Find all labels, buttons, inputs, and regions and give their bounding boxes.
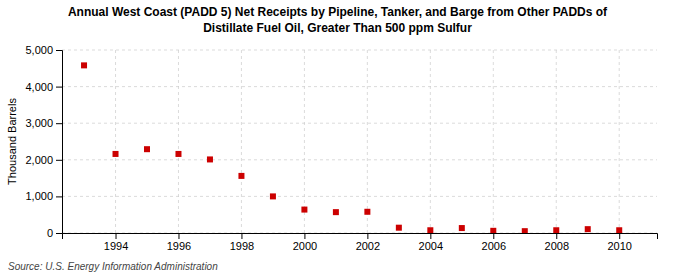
- x-tick: 1998: [230, 233, 254, 252]
- y-tick: 4,000: [25, 81, 62, 93]
- grid: [62, 50, 657, 233]
- x-grid-line: [493, 50, 494, 233]
- x-grid-line: [556, 50, 557, 233]
- point: [585, 226, 591, 232]
- y-tick-mark: [56, 233, 62, 234]
- x-tick-mark: [304, 233, 305, 239]
- x-tick-label: 2010: [607, 240, 631, 252]
- y-tick: 3,000: [25, 117, 62, 129]
- point: [301, 207, 307, 213]
- x-tick: 2010: [607, 233, 631, 252]
- y-tick: 2,000: [25, 154, 62, 166]
- chart: 1994 1996 1998 2000 2002 2004 2006 2008 2010 0 1,0…: [0, 0, 675, 275]
- x-tick-label: 1996: [167, 240, 191, 252]
- y-axis: 0 1,000 2,000 3,000 4,000 5,000: [25, 44, 62, 239]
- point: [81, 62, 87, 68]
- y-tick: 5,000: [25, 44, 62, 56]
- point: [553, 227, 559, 233]
- x-grid-line: [304, 50, 305, 233]
- x-grid-line: [241, 50, 242, 233]
- y-grid-line: [62, 50, 657, 51]
- y-tick-label: 1,000: [25, 190, 53, 202]
- y-tick: 0: [47, 227, 62, 239]
- x-grid-line: [178, 50, 179, 233]
- x-tick-label: 1994: [104, 240, 128, 252]
- x-axis: 1994 1996 1998 2000 2002 2004 2006 2008 2010: [63, 233, 658, 252]
- x-tick-label: 1998: [230, 240, 254, 252]
- x-tick: 2008: [545, 233, 569, 252]
- x-tick-mark: [430, 233, 431, 239]
- point: [364, 209, 370, 215]
- x-tick: 2004: [419, 233, 443, 252]
- x-tick-label: 2004: [419, 240, 443, 252]
- x-tick-label: 2006: [482, 240, 506, 252]
- y-tick-label: 3,000: [25, 117, 53, 129]
- annotation: Source: U.S. Energy Information Administ…: [8, 261, 218, 272]
- x-tick: 1994: [104, 233, 128, 252]
- x-grid-line: [367, 50, 368, 233]
- x-tick-mark: [556, 233, 557, 239]
- subtitle: Distillate Fuel Oil, Greater Than 500 pp…: [203, 21, 472, 35]
- x-tick-mark: [619, 233, 620, 239]
- x-tick-mark: [241, 233, 242, 239]
- y-tick-label: 4,000: [25, 81, 53, 93]
- y-grid-line: [62, 159, 657, 160]
- point: [522, 228, 528, 233]
- point: [459, 225, 465, 231]
- x-tick: 2006: [482, 233, 506, 252]
- point: [113, 151, 119, 157]
- y-axis-title: Thousand Barrels: [6, 98, 18, 185]
- point: [238, 173, 244, 179]
- point: [144, 146, 150, 152]
- y-grid-line: [62, 86, 657, 87]
- point: [427, 227, 433, 233]
- title: Annual West Coast (PADD 5) Net Receipts …: [68, 5, 608, 19]
- point: [175, 151, 181, 157]
- point: [207, 156, 213, 162]
- x-grid-line: [115, 50, 116, 233]
- x-axis-line: [63, 234, 658, 240]
- point: [333, 209, 339, 215]
- x-tick-mark: [178, 233, 179, 239]
- y-tick: 1,000: [25, 190, 62, 202]
- y-grid-line: [62, 196, 657, 197]
- y-axis-line: [56, 51, 63, 234]
- x-tick: 2000: [293, 233, 317, 252]
- point: [490, 228, 496, 233]
- x-tick: 2002: [356, 233, 380, 252]
- x-tick-label: 2002: [356, 240, 380, 252]
- y-tick-label: 0: [47, 227, 53, 239]
- points: [81, 62, 622, 233]
- x-tick-mark: [367, 233, 368, 239]
- y-tick-mark: [56, 50, 62, 51]
- y-tick-label: 2,000: [25, 154, 53, 166]
- plot: 1994 1996 1998 2000 2002 2004 2006 2008 2010 0 1,0…: [25, 44, 657, 252]
- point: [396, 225, 402, 231]
- x-grid-line: [430, 50, 431, 233]
- point: [616, 227, 622, 233]
- x-tick-label: 2008: [545, 240, 569, 252]
- x-tick: 1996: [167, 233, 191, 252]
- y-tick-mark: [56, 196, 62, 197]
- y-grid-line: [62, 123, 657, 124]
- y-tick-label: 5,000: [25, 44, 53, 56]
- y-tick-mark: [56, 87, 62, 88]
- x-tick-mark: [116, 233, 117, 239]
- y-tick-mark: [56, 160, 62, 161]
- x-tick-mark: [493, 233, 494, 239]
- x-grid-line: [619, 50, 620, 233]
- x-tick-label: 2000: [293, 240, 317, 252]
- y-tick-mark: [56, 123, 62, 124]
- point: [270, 193, 276, 199]
